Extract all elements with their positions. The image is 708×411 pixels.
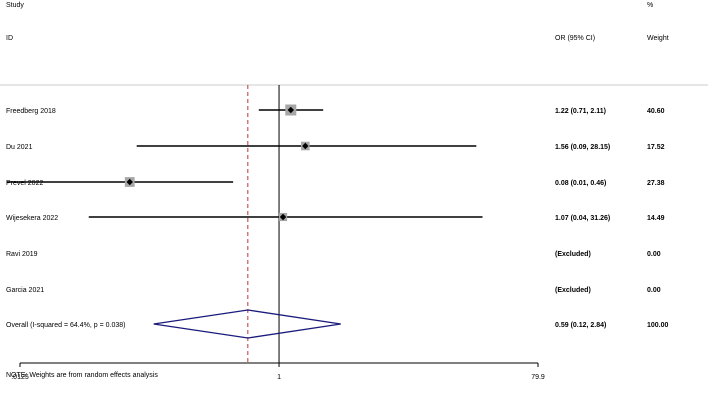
study-name: Wijesekera 2022 [6, 215, 58, 222]
footnote: NOTE: Weights are from random effects an… [6, 372, 158, 379]
overall-weight: 100.00 [647, 322, 669, 329]
study-name: Garcia 2021 [6, 287, 44, 294]
study-or-ci: 1.22 (0.71, 2.11) [555, 108, 606, 115]
study-weight: 0.00 [647, 251, 661, 258]
column-header-id: ID [6, 35, 13, 42]
point-estimate-marker [126, 178, 133, 186]
study-or-ci: 1.56 (0.09, 28.15) [555, 144, 610, 151]
study-weight: 27.38 [647, 180, 665, 187]
column-header-or: OR (95% CI) [555, 35, 596, 42]
point-estimate-marker [287, 106, 294, 114]
study-or-ci: (Excluded) [555, 251, 591, 258]
study-name: Ravi 2019 [6, 251, 38, 258]
study-weight: 17.52 [647, 144, 665, 151]
x-tick-label: 79.9 [531, 374, 545, 381]
overall-diamond [153, 309, 341, 339]
overall-label: Overall (I-squared = 64.4%, p = 0.038) [6, 322, 125, 329]
x-tick-label: .0125 [11, 374, 29, 381]
point-estimate-marker [279, 213, 287, 221]
study-name: Du 2021 [6, 144, 33, 151]
column-header-percent: % [647, 2, 654, 9]
overall-or-ci: 0.59 (0.12, 2.84) [555, 322, 606, 329]
study-or-ci: (Excluded) [555, 287, 591, 294]
point-estimate-marker [302, 142, 309, 150]
study-weight: 40.60 [647, 108, 665, 115]
study-name: Prevel 2022 [6, 180, 43, 187]
study-weight: 0.00 [647, 287, 661, 294]
column-header-study: Study [6, 2, 24, 9]
x-tick-label: 1 [277, 374, 281, 381]
study-name: Freedberg 2018 [6, 108, 56, 115]
study-or-ci: 1.07 (0.04, 31.26) [555, 215, 610, 222]
study-weight: 14.49 [647, 215, 665, 222]
study-or-ci: 0.08 (0.01, 0.46) [555, 180, 606, 187]
column-header-weight: Weight [647, 35, 669, 42]
